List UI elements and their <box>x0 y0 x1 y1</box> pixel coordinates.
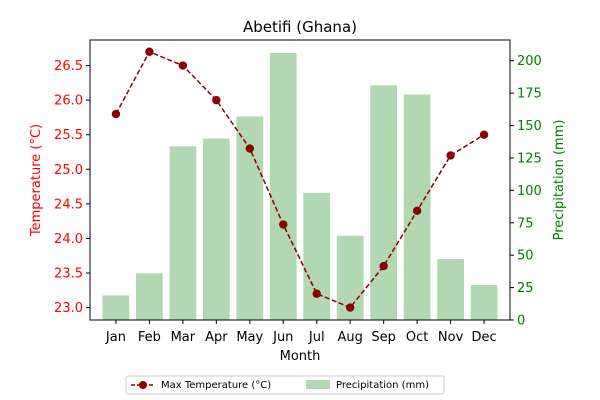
temperature-point-dec <box>479 130 489 139</box>
precipitation-bar-feb <box>136 273 163 320</box>
right-tick-label: 0 <box>517 314 525 329</box>
chart-title: Abetifi (Ghana) <box>243 18 357 36</box>
temperature-point-aug <box>345 303 355 312</box>
right-axis-title: Precipitation (mm) <box>552 120 567 241</box>
left-tick-label: 26.0 <box>54 94 83 109</box>
legend-precipitation-label: Precipitation (mm) <box>336 380 429 391</box>
left-axis-title: Temperature (°C) <box>29 124 44 237</box>
temperature-point-feb <box>145 47 154 56</box>
right-tick-label: 100 <box>517 184 542 199</box>
legend-temperature-label: Max Temperature (°C) <box>161 380 271 391</box>
precipitation-bar-jul <box>303 192 331 320</box>
precipitation-bar-sep <box>370 85 398 321</box>
x-tick-label-mar: Mar <box>171 330 196 345</box>
left-tick-label: 23.0 <box>54 301 83 316</box>
left-tick-label: 25.0 <box>54 163 83 178</box>
x-tick-label-jan: Jan <box>105 330 126 345</box>
x-tick-label-jul: Jul <box>308 330 325 345</box>
temperature-point-nov <box>446 151 455 160</box>
temperature-point-may <box>245 144 255 153</box>
precipitation-bar-apr <box>202 138 230 320</box>
left-tick-label: 25.5 <box>54 128 83 143</box>
x-tick-label-may: May <box>236 330 263 345</box>
x-tick-label-nov: Nov <box>438 330 464 345</box>
x-tick-label-aug: Aug <box>338 330 363 345</box>
precipitation-bar-dec <box>470 285 498 320</box>
x-axis: Jan Feb Mar Apr May Jun Jul Aug Sep Oct Nov Dec <box>105 320 497 345</box>
left-tick-label: 24.0 <box>54 232 83 247</box>
precipitation-bar-jun <box>269 52 297 321</box>
legend-box <box>125 375 445 395</box>
x-tick-label-apr: Apr <box>205 330 228 345</box>
temperature-point-oct <box>412 206 422 215</box>
left-axis: 23.0 23.5 24.0 24.5 25.0 25.5 26.0 26.5 <box>54 59 90 316</box>
legend-precipitation-swatch <box>306 380 330 389</box>
temperature-line <box>111 47 489 312</box>
x-tick-label-dec: Dec <box>471 330 496 345</box>
right-tick-label: 200 <box>517 54 542 69</box>
x-tick-label-feb: Feb <box>138 330 161 345</box>
x-tick-label-oct: Oct <box>406 330 428 345</box>
left-tick-label: 23.5 <box>54 266 83 281</box>
legend-temperature-marker <box>139 381 147 389</box>
left-tick-label: 24.5 <box>54 197 83 212</box>
temperature-point-mar <box>178 61 188 70</box>
right-tick-label: 175 <box>517 87 542 102</box>
plot-frame <box>89 39 511 321</box>
temperature-point-jan <box>111 109 121 119</box>
temperature-point-jul <box>312 289 321 298</box>
right-tick-label: 75 <box>517 216 534 231</box>
x-axis-title: Month <box>280 349 321 364</box>
precipitation-bars <box>102 52 498 321</box>
precipitation-bar-nov <box>437 259 464 320</box>
temperature-point-apr <box>212 95 221 105</box>
legend: Max Temperature (°C) Precipitation (mm) <box>125 375 445 395</box>
x-tick-label-jun: Jun <box>272 330 293 345</box>
right-tick-label: 150 <box>517 119 542 134</box>
precipitation-bar-mar <box>169 146 197 320</box>
temperature-point-jun <box>279 220 288 229</box>
right-tick-label: 25 <box>517 281 534 296</box>
right-tick-label: 125 <box>517 151 542 166</box>
temperature-line-path <box>115 50 485 309</box>
x-tick-label-sep: Sep <box>371 330 396 345</box>
left-tick-label: 26.5 <box>54 59 83 74</box>
temperature-point-sep <box>379 261 388 271</box>
right-axis: 0 25 50 75 100 125 150 175 200 <box>510 54 542 329</box>
precipitation-bar-jan <box>102 295 130 320</box>
right-tick-label: 50 <box>517 249 534 264</box>
